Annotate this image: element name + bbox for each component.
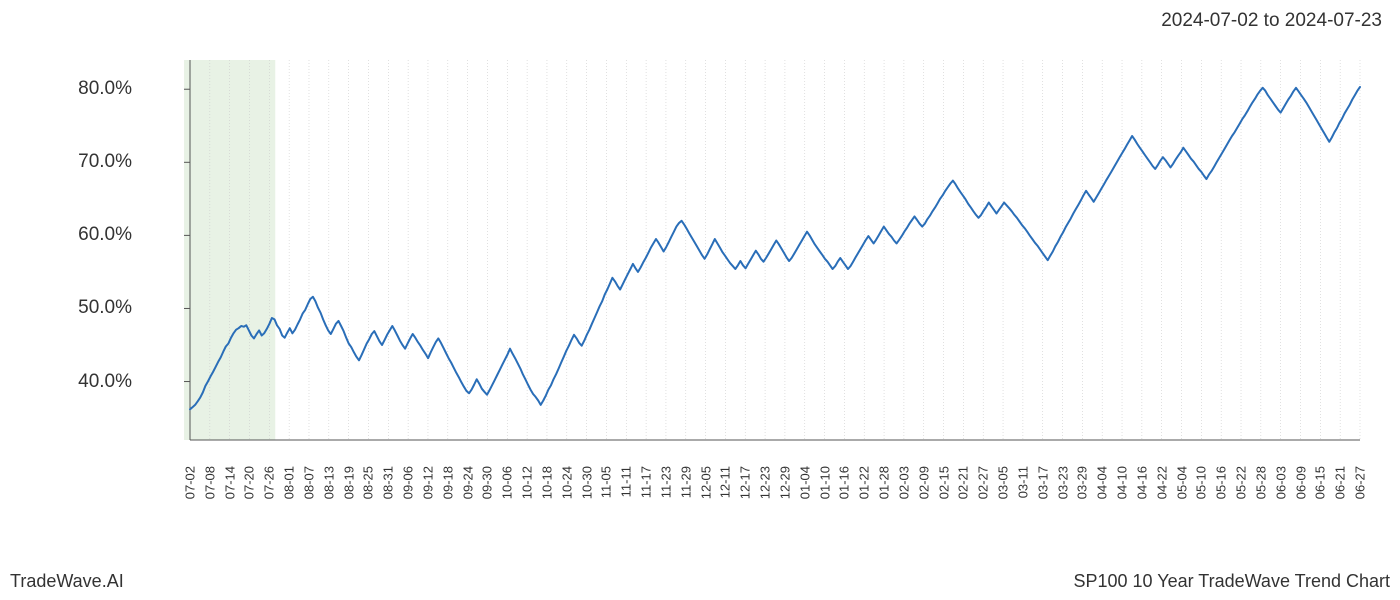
x-tick-label: 10-30 [579, 466, 594, 499]
x-tick-label: 07-08 [202, 466, 217, 499]
x-tick-label: 09-06 [401, 466, 416, 499]
x-axis: 07-02 07-08 07-14 07-20 07-26 08-01 08-07 08-13… [140, 460, 1380, 560]
x-tick-label: 07-14 [222, 466, 237, 499]
x-tick-label: 04-22 [1154, 466, 1169, 499]
x-tick-label: 05-28 [1253, 466, 1268, 499]
x-tick-label: 01-28 [877, 466, 892, 499]
x-tick-label: 12-05 [698, 466, 713, 499]
x-tick-label: 09-24 [460, 466, 475, 499]
x-tick-label: 09-12 [420, 466, 435, 499]
x-tick-label: 12-29 [777, 466, 792, 499]
x-tick-label: 12-17 [738, 466, 753, 499]
y-tick-label: 40.0% [78, 371, 132, 393]
y-tick-label: 50.0% [78, 297, 132, 319]
y-tick-label: 60.0% [78, 224, 132, 246]
x-tick-label: 07-26 [262, 466, 277, 499]
brand-label: TradeWave.AI [10, 571, 124, 592]
y-axis: 40.0% 50.0% 60.0% 70.0% 80.0% [0, 40, 140, 560]
x-tick-label: 05-16 [1214, 466, 1229, 499]
x-tick-label: 09-18 [440, 466, 455, 499]
x-tick-label: 06-27 [1353, 466, 1368, 499]
x-tick-label: 01-22 [857, 466, 872, 499]
x-tick-label: 05-10 [1194, 466, 1209, 499]
x-tick-label: 03-23 [1055, 466, 1070, 499]
x-tick-label: 07-20 [242, 466, 257, 499]
x-tick-label: 03-17 [1035, 466, 1050, 499]
x-tick-label: 11-17 [639, 466, 654, 498]
x-tick-label: 09-30 [480, 466, 495, 499]
x-tick-label: 02-21 [956, 466, 971, 499]
x-tick-label: 11-11 [619, 466, 634, 497]
x-tick-label: 06-09 [1293, 466, 1308, 499]
series-line [190, 87, 1360, 409]
x-tick-label: 03-29 [1075, 466, 1090, 499]
x-tick-label: 04-04 [1095, 466, 1110, 499]
x-tick-label: 11-23 [658, 466, 673, 498]
x-tick-label: 08-19 [341, 466, 356, 499]
x-tick-label: 12-23 [758, 466, 773, 499]
x-tick-label: 03-05 [996, 466, 1011, 499]
x-tick-label: 02-03 [896, 466, 911, 499]
x-tick-label: 06-21 [1333, 466, 1348, 499]
x-tick-label: 04-10 [1115, 466, 1130, 499]
x-tick-label: 02-09 [916, 466, 931, 499]
plot-svg [140, 40, 1380, 460]
x-tick-label: 03-11 [1015, 466, 1030, 498]
x-tick-label: 01-04 [797, 466, 812, 499]
x-tick-label: 05-22 [1234, 466, 1249, 499]
x-tick-label: 01-16 [837, 466, 852, 499]
x-tick-label: 08-31 [381, 466, 396, 499]
x-tick-label: 10-06 [500, 466, 515, 499]
x-tick-label: 10-12 [520, 466, 535, 499]
x-tick-label: 05-04 [1174, 466, 1189, 499]
chart-container: 40.0% 50.0% 60.0% 70.0% 80.0% 07-02 07-08 07-1… [0, 40, 1400, 560]
plot-area [140, 40, 1380, 460]
x-tick-label: 10-24 [559, 466, 574, 499]
x-tick-label: 12-11 [718, 466, 733, 498]
chart-title-label: SP100 10 Year TradeWave Trend Chart [1073, 571, 1390, 592]
x-tick-label: 08-25 [361, 466, 376, 499]
x-tick-label: 04-16 [1134, 466, 1149, 499]
x-tick-label: 07-02 [183, 466, 198, 499]
x-tick-label: 11-05 [599, 466, 614, 498]
date-range-label: 2024-07-02 to 2024-07-23 [1161, 10, 1382, 32]
x-tick-label: 08-01 [282, 466, 297, 499]
x-tick-label: 02-27 [976, 466, 991, 499]
x-tick-label: 06-15 [1313, 466, 1328, 499]
x-tick-label: 02-15 [936, 466, 951, 499]
y-tick-label: 70.0% [78, 151, 132, 173]
x-tick-label: 08-07 [301, 466, 316, 499]
x-tick-label: 10-18 [539, 466, 554, 499]
y-tick-label: 80.0% [78, 78, 132, 100]
x-tick-label: 08-13 [321, 466, 336, 499]
x-tick-label: 06-03 [1273, 466, 1288, 499]
x-tick-label: 01-10 [817, 466, 832, 499]
x-tick-label: 11-29 [678, 466, 693, 498]
